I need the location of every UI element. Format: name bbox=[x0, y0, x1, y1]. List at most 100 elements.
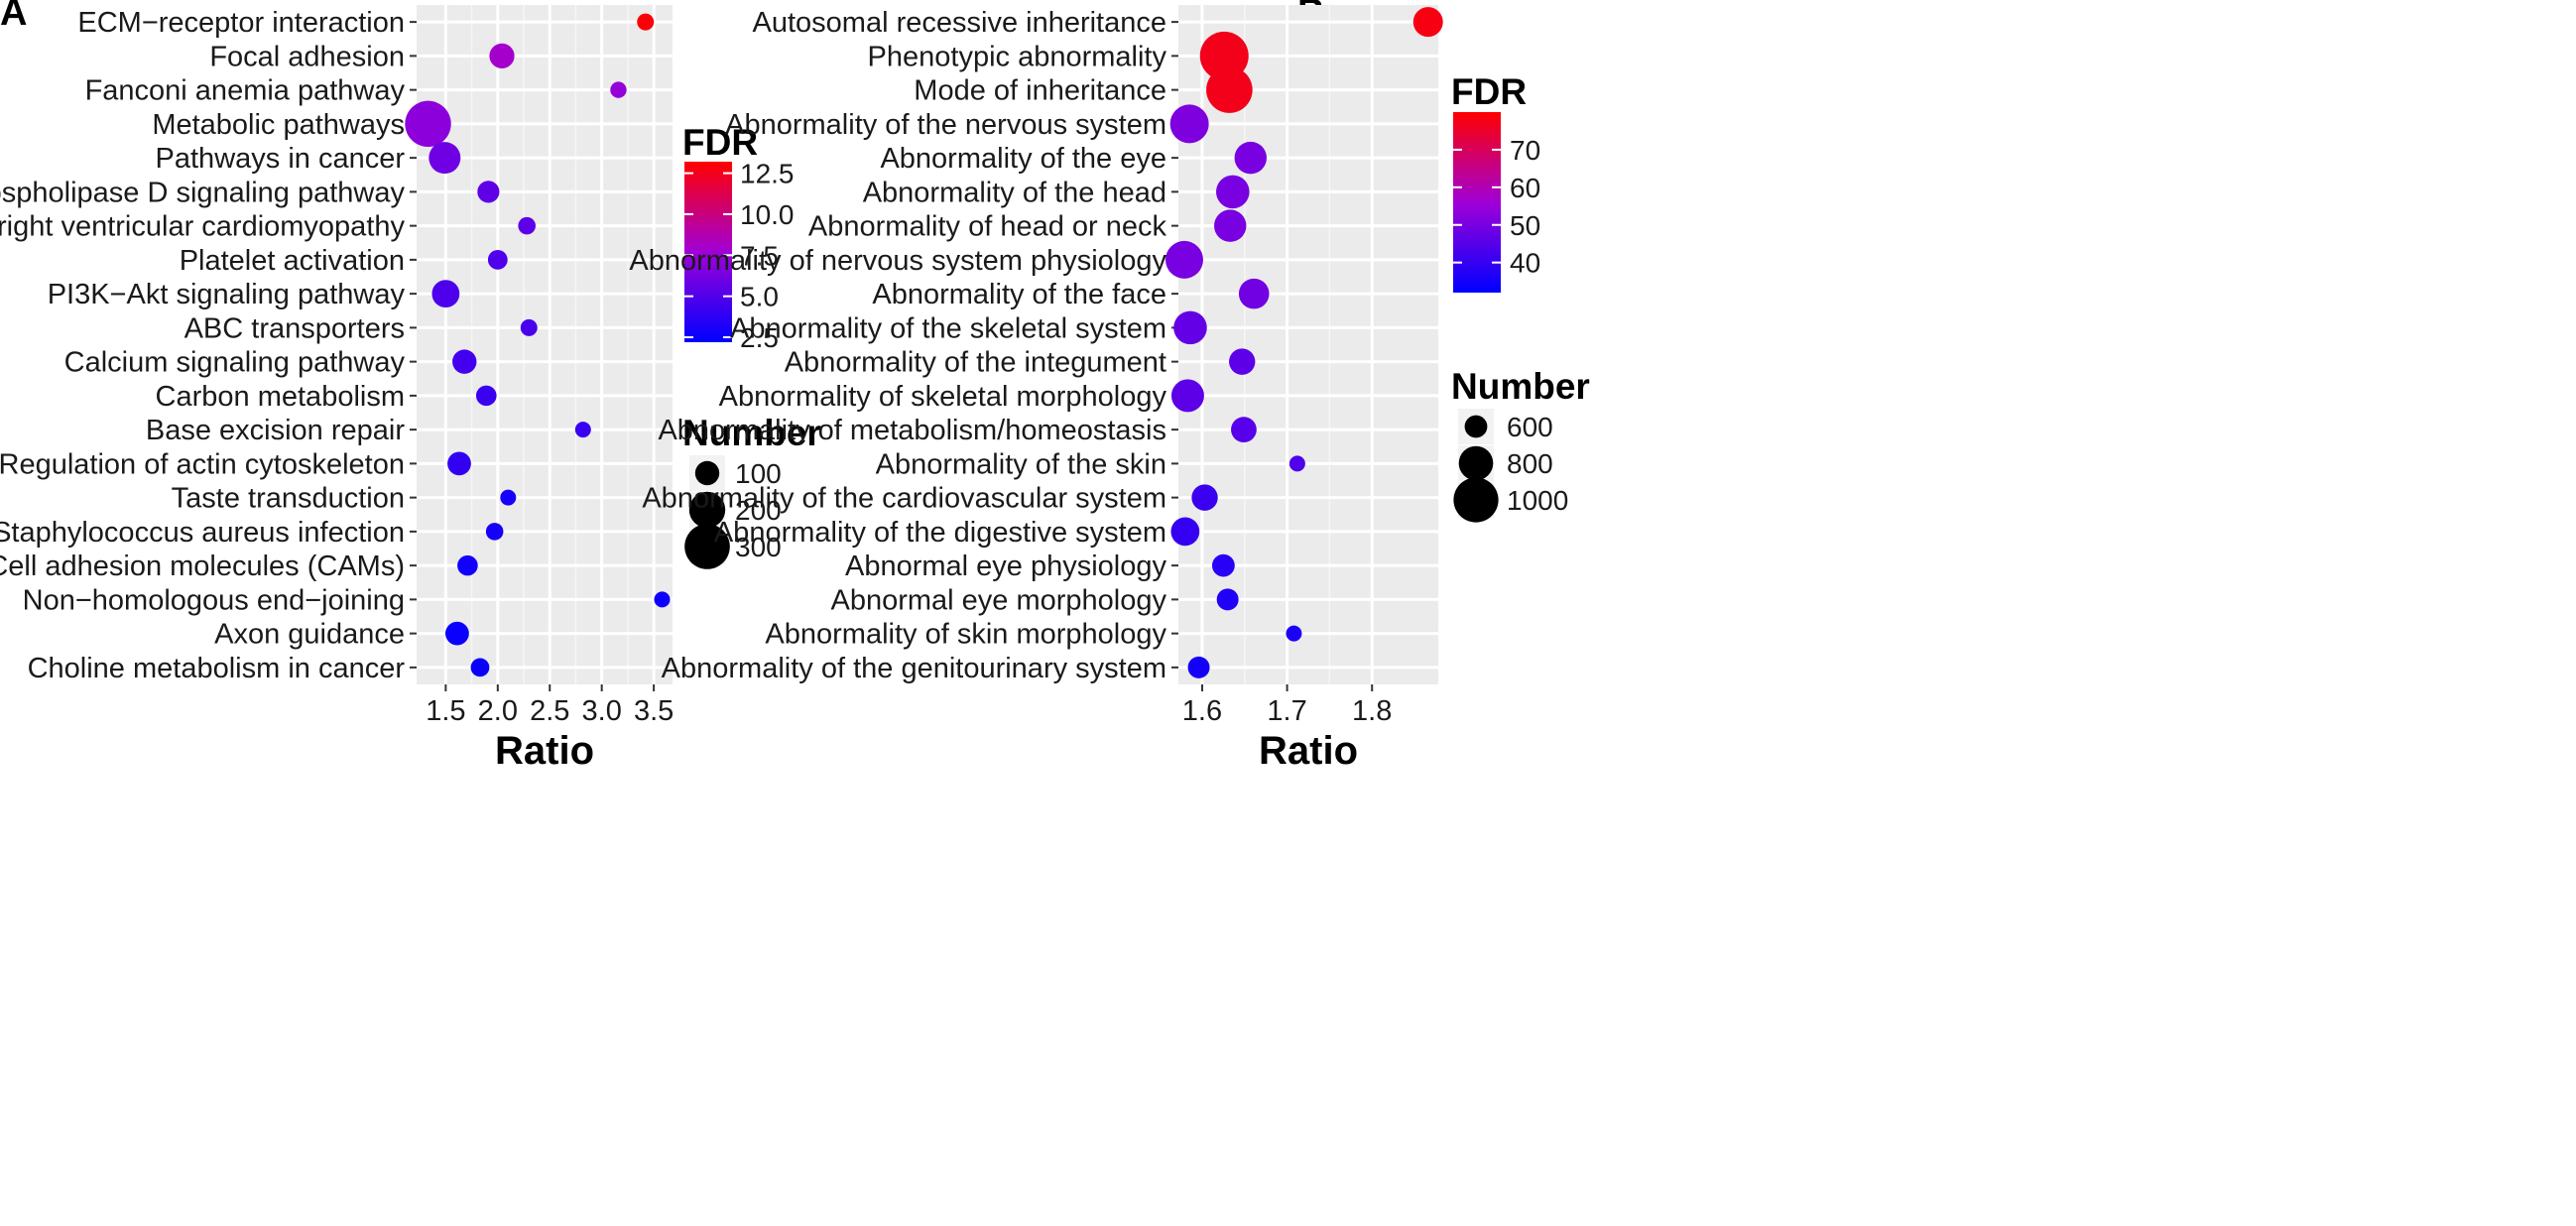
data-point bbox=[1214, 209, 1247, 242]
number-legend-title: Number bbox=[1451, 366, 1590, 407]
data-point bbox=[1229, 348, 1256, 375]
category-label: Abnormality of skin morphology bbox=[765, 619, 1166, 651]
x-axis-title: Ratio bbox=[495, 729, 594, 773]
number-legend-dot bbox=[1464, 415, 1488, 438]
fdr-legend-label: 60 bbox=[1510, 173, 1540, 203]
category-label: Focal adhesion bbox=[209, 41, 405, 72]
data-point bbox=[1206, 66, 1253, 113]
panel-A: A 1.5 2.0 2.5 3.0 3.5 ECM−receptor interaction… bbox=[0, 0, 821, 773]
category-label: Staphylococcus aureus infection bbox=[0, 517, 405, 549]
data-point bbox=[475, 385, 497, 407]
category-label: Axon guidance bbox=[214, 619, 405, 651]
data-point bbox=[520, 318, 538, 336]
x-tick-label: 1.8 bbox=[1352, 695, 1392, 727]
category-label: PI3K−Akt signaling pathway bbox=[48, 279, 406, 310]
x-tick-label: 3.0 bbox=[582, 695, 622, 727]
data-point bbox=[1238, 278, 1270, 309]
data-point bbox=[405, 100, 451, 148]
data-point bbox=[1170, 517, 1200, 547]
category-label: Abnormality of head or neck bbox=[808, 211, 1167, 243]
data-point bbox=[429, 142, 461, 175]
x-tick-label: 1.6 bbox=[1182, 695, 1222, 727]
data-point bbox=[1412, 7, 1443, 38]
fdr-legend-label: 50 bbox=[1510, 210, 1540, 241]
number-legend-label: 100 bbox=[735, 458, 782, 489]
data-point bbox=[1187, 656, 1210, 678]
fdr-legend-label: 2.5 bbox=[740, 322, 779, 353]
category-label: Abnormality of the genitourinary system bbox=[662, 653, 1166, 684]
number-legend-label: 600 bbox=[1507, 412, 1553, 442]
number-legend-dot bbox=[1458, 445, 1494, 481]
category-label: Abnormality of the eye bbox=[880, 143, 1166, 175]
category-label: Platelet activation bbox=[180, 245, 405, 277]
data-point bbox=[1286, 625, 1302, 642]
category-label: Abnormality of skeletal morphology bbox=[719, 381, 1167, 413]
fdr-colorbar bbox=[684, 162, 732, 342]
data-point bbox=[485, 523, 504, 541]
number-legend-dot bbox=[1453, 477, 1499, 523]
data-point bbox=[610, 81, 627, 98]
category-label: Phenotypic abnormality bbox=[868, 41, 1167, 72]
data-point bbox=[1231, 417, 1257, 443]
fdr-legend-title: FDR bbox=[682, 122, 758, 163]
data-point bbox=[477, 181, 500, 203]
data-point bbox=[445, 621, 469, 646]
category-label: Non−homologous end−joining bbox=[23, 584, 405, 616]
data-point bbox=[574, 422, 591, 438]
fdr-legend-label: 12.5 bbox=[740, 159, 795, 189]
data-point bbox=[447, 451, 471, 476]
category-label: Carbon metabolism bbox=[156, 381, 405, 413]
number-legend-label: 1000 bbox=[1507, 485, 1568, 516]
number-legend-dot bbox=[694, 460, 720, 486]
number-legend-label: 200 bbox=[735, 495, 782, 526]
category-label: Calcium signaling pathway bbox=[64, 347, 406, 379]
data-point bbox=[1211, 553, 1235, 577]
x-axis-title: Ratio bbox=[1259, 729, 1358, 773]
fdr-legend-label: 5.0 bbox=[740, 282, 779, 312]
x-tick-label: 2.0 bbox=[478, 695, 518, 727]
x-tick-label: 1.7 bbox=[1267, 695, 1306, 727]
data-point bbox=[654, 591, 671, 608]
data-point bbox=[500, 489, 517, 506]
number-legend-dot bbox=[684, 524, 730, 569]
data-point bbox=[431, 280, 460, 308]
data-point bbox=[470, 658, 490, 677]
category-label: Metabolic pathways bbox=[152, 109, 405, 141]
fdr-legend-title: FDR bbox=[1451, 71, 1527, 112]
data-point bbox=[487, 249, 508, 270]
category-label: Abnormal eye morphology bbox=[830, 584, 1166, 616]
number-legend-dot bbox=[688, 491, 726, 529]
data-point bbox=[637, 13, 655, 31]
data-point bbox=[1170, 379, 1204, 413]
fdr-legend-label: 10.0 bbox=[740, 199, 795, 230]
category-label: Abnormality of the face bbox=[872, 279, 1166, 310]
category-label: Base excision repair bbox=[146, 415, 405, 446]
data-point bbox=[1169, 104, 1209, 144]
data-point bbox=[489, 43, 515, 68]
plot-background bbox=[417, 5, 673, 684]
number-legend-label: 800 bbox=[1507, 448, 1553, 479]
category-label: Abnormal eye physiology bbox=[845, 551, 1167, 582]
category-label: Abnormality of the digestive system bbox=[714, 517, 1166, 549]
category-label: Abnormality of the cardiovascular system bbox=[642, 483, 1166, 515]
data-point bbox=[452, 349, 477, 374]
category-label: Phospholipase D signaling pathway bbox=[0, 177, 405, 208]
category-label: Choline metabolism in cancer bbox=[28, 653, 406, 684]
category-label: Abnormality of nervous system physiology bbox=[629, 245, 1166, 277]
category-label: Regulation of actin cytoskeleton bbox=[0, 448, 405, 480]
fdr-colorbar bbox=[1453, 112, 1501, 293]
fdr-legend-label: 40 bbox=[1510, 248, 1540, 279]
x-tick-label: 1.5 bbox=[426, 695, 465, 727]
category-label: Abnormality of the nervous system bbox=[725, 109, 1166, 141]
category-label: Arrhythmogenic right ventricular cardiom… bbox=[0, 211, 405, 243]
category-label: Abnormality of the skeletal system bbox=[730, 312, 1166, 344]
number-legend-title: Number bbox=[682, 413, 821, 453]
data-point bbox=[1215, 175, 1250, 209]
data-point bbox=[1234, 141, 1267, 175]
x-tick-label: 2.5 bbox=[530, 695, 569, 727]
number-legend-label: 300 bbox=[735, 532, 782, 562]
category-label: Mode of inheritance bbox=[914, 75, 1166, 107]
category-label: Taste transduction bbox=[172, 483, 405, 515]
